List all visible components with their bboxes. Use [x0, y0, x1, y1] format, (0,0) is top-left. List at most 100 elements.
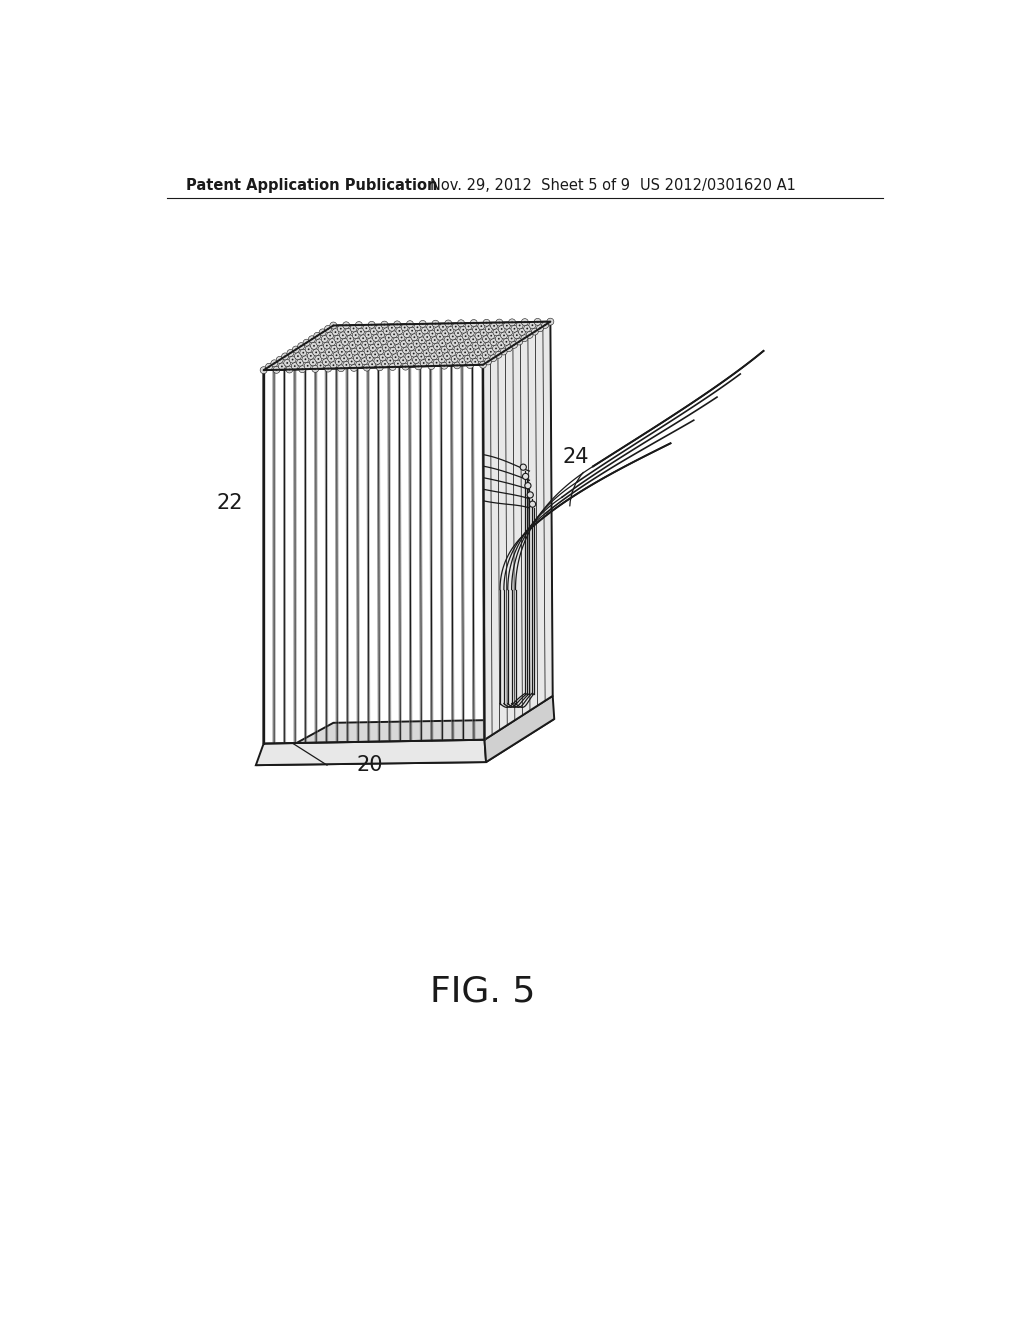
- Circle shape: [354, 338, 361, 345]
- Circle shape: [531, 329, 539, 335]
- Circle shape: [337, 338, 339, 339]
- Circle shape: [468, 326, 469, 327]
- Circle shape: [441, 342, 443, 345]
- Circle shape: [527, 492, 534, 498]
- Circle shape: [361, 354, 364, 355]
- Circle shape: [331, 342, 333, 343]
- Circle shape: [339, 345, 341, 346]
- Circle shape: [349, 338, 351, 339]
- Circle shape: [508, 331, 510, 333]
- Circle shape: [449, 362, 451, 363]
- Circle shape: [375, 337, 377, 339]
- Circle shape: [286, 366, 293, 374]
- Circle shape: [319, 364, 322, 367]
- Circle shape: [384, 323, 385, 326]
- Circle shape: [399, 356, 407, 364]
- Circle shape: [297, 359, 303, 366]
- Circle shape: [350, 360, 352, 363]
- Circle shape: [356, 358, 357, 359]
- Circle shape: [480, 329, 487, 337]
- Circle shape: [315, 351, 317, 354]
- Circle shape: [482, 335, 489, 342]
- Circle shape: [362, 325, 370, 331]
- Circle shape: [276, 356, 284, 363]
- Circle shape: [487, 345, 489, 346]
- Circle shape: [325, 326, 332, 333]
- Circle shape: [506, 325, 508, 326]
- Circle shape: [397, 346, 399, 348]
- Circle shape: [435, 362, 437, 363]
- Circle shape: [379, 367, 381, 368]
- Circle shape: [457, 333, 459, 334]
- Circle shape: [386, 330, 387, 333]
- Circle shape: [387, 354, 389, 355]
- Circle shape: [467, 346, 474, 352]
- Circle shape: [423, 346, 425, 347]
- Circle shape: [265, 363, 272, 370]
- Circle shape: [406, 350, 407, 351]
- Circle shape: [436, 346, 438, 347]
- Circle shape: [409, 323, 411, 325]
- Circle shape: [290, 352, 292, 354]
- Circle shape: [294, 366, 296, 367]
- Circle shape: [365, 347, 371, 355]
- Circle shape: [462, 333, 469, 339]
- Circle shape: [521, 318, 528, 326]
- Circle shape: [352, 327, 354, 330]
- Circle shape: [419, 337, 425, 343]
- Circle shape: [344, 341, 346, 343]
- Circle shape: [385, 334, 392, 341]
- Circle shape: [383, 341, 384, 342]
- Circle shape: [432, 321, 439, 327]
- Circle shape: [394, 360, 401, 367]
- Circle shape: [383, 327, 390, 335]
- Circle shape: [503, 351, 505, 352]
- Circle shape: [482, 347, 484, 350]
- Circle shape: [406, 337, 413, 345]
- Circle shape: [393, 338, 399, 345]
- Circle shape: [467, 342, 469, 343]
- Circle shape: [516, 338, 522, 345]
- Circle shape: [310, 342, 317, 350]
- Circle shape: [404, 366, 407, 367]
- Circle shape: [305, 346, 312, 352]
- Circle shape: [335, 331, 336, 333]
- Circle shape: [511, 325, 518, 333]
- Circle shape: [537, 321, 539, 323]
- Circle shape: [455, 326, 457, 327]
- Circle shape: [446, 343, 454, 350]
- Circle shape: [289, 368, 291, 371]
- Circle shape: [472, 338, 474, 341]
- Circle shape: [380, 338, 387, 345]
- Circle shape: [289, 356, 296, 363]
- Circle shape: [334, 347, 335, 350]
- Circle shape: [370, 341, 372, 342]
- Circle shape: [428, 342, 430, 345]
- Circle shape: [394, 356, 396, 358]
- Circle shape: [355, 362, 362, 368]
- Circle shape: [487, 348, 495, 355]
- Circle shape: [531, 325, 534, 326]
- Circle shape: [321, 348, 323, 350]
- Circle shape: [389, 363, 396, 371]
- Circle shape: [345, 325, 347, 326]
- Circle shape: [406, 333, 408, 335]
- Circle shape: [460, 326, 467, 333]
- Circle shape: [535, 318, 541, 325]
- Circle shape: [513, 331, 520, 339]
- Circle shape: [493, 345, 500, 352]
- Circle shape: [312, 348, 319, 356]
- Circle shape: [310, 355, 311, 356]
- Circle shape: [411, 350, 417, 356]
- Circle shape: [455, 342, 456, 343]
- Circle shape: [498, 338, 500, 339]
- Circle shape: [388, 325, 395, 331]
- Circle shape: [371, 323, 373, 326]
- Circle shape: [303, 339, 310, 346]
- Circle shape: [336, 354, 338, 356]
- Circle shape: [524, 321, 525, 323]
- Circle shape: [378, 331, 385, 338]
- Circle shape: [477, 335, 479, 337]
- Circle shape: [477, 339, 484, 346]
- Circle shape: [483, 319, 490, 326]
